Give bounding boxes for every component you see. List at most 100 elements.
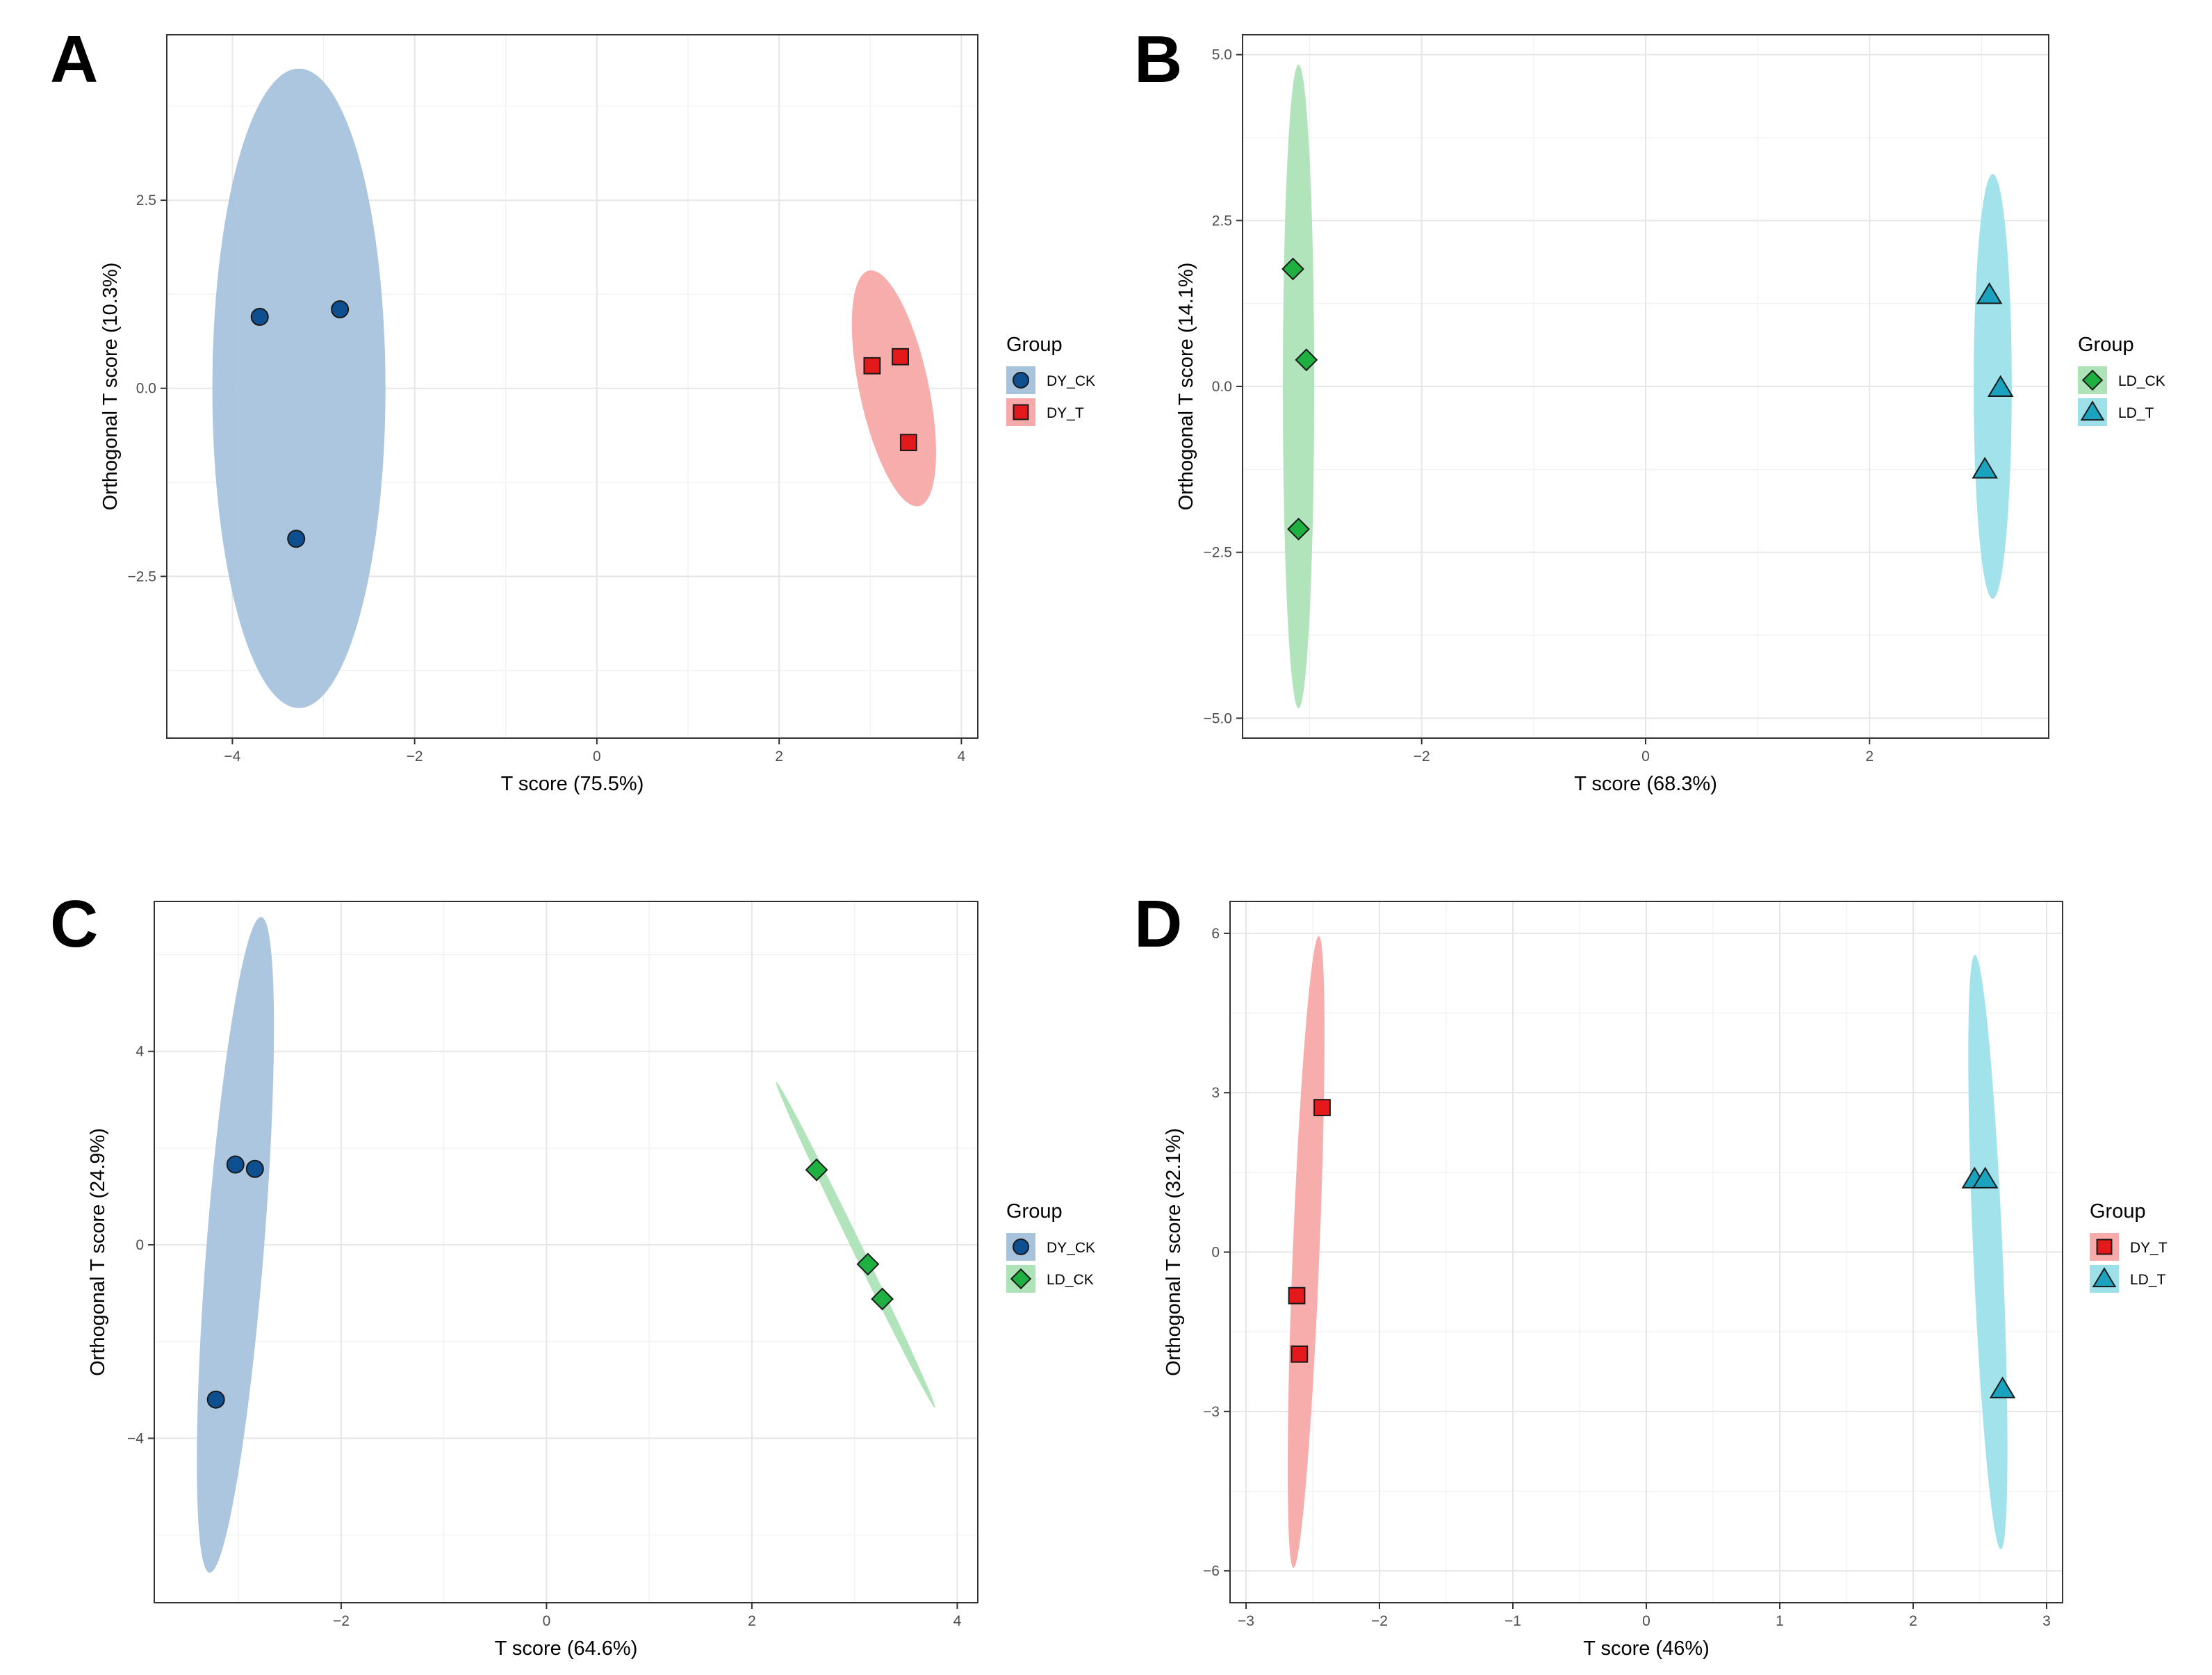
plot-border [154,901,978,1603]
y-tick-label: 0.0 [1212,379,1232,395]
data-point-dy-t [1313,1099,1331,1116]
data-point-dy-ck [250,307,269,326]
x-tick-label: −2 [1371,1613,1388,1629]
x-axis-title: T score (75.5%) [501,773,644,795]
data-point-ld-ck [856,1252,880,1276]
confidence-ellipse-dy-ck [197,917,275,1573]
y-tick-label: 0 [1211,1245,1220,1261]
data-point-ld-t [1976,282,2003,304]
x-tick-label: 2 [1909,1613,1917,1629]
y-tick-label: 5.0 [1212,47,1232,63]
data-point-ld-ck [1281,257,1304,281]
legend-label: DY_CK [1047,373,1095,389]
legend-title: Group [1006,334,1063,356]
data-point-dy-ck [245,1159,264,1178]
x-tick-label: 1 [1776,1613,1784,1629]
y-tick-label: −2.5 [1204,545,1232,561]
data-point-ld-t [1972,1166,1999,1188]
legend-marker-dy-ck [1013,1239,1029,1255]
panel-letter-b: B [1134,22,1182,97]
data-point-ld-ck [1287,517,1310,541]
y-tick-label: 0 [136,1237,144,1253]
confidence-ellipse-ld-t [1968,954,2008,1550]
legend-label: DY_T [2130,1240,2168,1256]
panel-letter-a: A [50,22,98,97]
x-tick-label: 4 [958,749,966,765]
confidence-ellipse-dy-t [1287,936,1325,1568]
legend-marker-ld-ck [2081,369,2104,391]
legend-marker-ld-t [2092,1267,2117,1288]
legend: Group DY_CK DY_T [1006,334,1095,426]
legend-marker-dy-ck [1013,372,1029,389]
legend-label: DY_CK [1047,1240,1095,1256]
x-tick-label: −2 [333,1613,350,1629]
x-tick-label: 0 [593,749,601,765]
y-axis-title: Orthogonal T score (14.1%) [1175,263,1197,511]
panel-letter-d: D [1134,887,1182,961]
plot-area [154,901,978,1603]
confidence-ellipse-dy-ck [212,68,386,708]
x-axis-title: T score (46%) [1583,1637,1710,1660]
legend: Group LD_CK LD_T [2078,334,2165,426]
y-tick-label: −5.0 [1204,710,1232,726]
data-point-dy-ck [287,530,306,548]
y-tick-label: 3 [1211,1085,1220,1101]
legend-label: DY_T [1047,405,1084,421]
y-axis-title: Orthogonal T score (32.1%) [1163,1128,1185,1376]
data-point-ld-t [1989,1376,2016,1398]
legend-marker-dy-t [1013,404,1029,420]
panel-b-chart: −2 0 2 −5.0 −2.5 0.0 2.5 5.0 T score (68.3%) Orth… [1175,34,2165,795]
x-axis-title: T score (68.3%) [1574,773,1717,795]
y-tick-label: 0.0 [136,381,156,397]
x-axis-title: T score (64.6%) [495,1637,638,1660]
x-tick-label: 2 [775,749,783,765]
y-tick-label: 2.5 [136,193,156,209]
y-tick-label: −4 [127,1430,144,1446]
x-tick-label: 2 [1865,749,1874,765]
x-tick-label: 3 [2042,1613,2051,1629]
panel-c-chart: −2 0 2 4 −4 0 4 T score (64.6%) Orthogonal T sco… [87,901,1095,1660]
x-tick-label: −2 [407,749,423,765]
legend-label: LD_T [2130,1272,2166,1288]
data-point-dy-t [1291,1345,1309,1363]
y-tick-label: −3 [1203,1404,1220,1420]
y-tick-label: 4 [136,1044,144,1060]
data-point-ld-t [1987,375,2014,398]
panel-d-chart: −3 −2 −1 0 1 2 3 −6 −3 0 3 6 T score (46%) Orthogonal… [1163,901,2168,1660]
data-point-dy-t [863,357,881,375]
x-tick-label: −2 [1414,749,1430,765]
legend-title: Group [2090,1200,2146,1223]
legend-marker-ld-t [2080,400,2105,421]
x-tick-label: 0 [543,1613,551,1629]
data-point-dy-ck [206,1390,225,1409]
x-tick-label: 2 [748,1613,756,1629]
legend-marker-ld-ck [1010,1268,1032,1290]
data-point-ld-t [1972,457,1998,479]
y-tick-label: −2.5 [128,569,156,585]
legend-title: Group [2078,334,2134,356]
legend-label: LD_CK [1047,1272,1094,1288]
legend-marker-dy-t [2096,1239,2113,1255]
x-tick-label: −1 [1505,1613,1521,1629]
confidence-ellipse-ld-ck [1283,64,1315,709]
panel-letter-c: C [50,887,98,961]
legend-label: LD_T [2118,405,2154,421]
data-point-dy-ck [226,1155,245,1174]
confidence-ellipse-ld-t [1974,174,2012,599]
panel-a-chart: −4 −2 0 2 4 −2.5 0.0 2.5 T score (75.5%) Orthogon… [99,34,1095,795]
y-tick-label: 2.5 [1212,213,1232,229]
x-tick-label: −4 [224,749,240,765]
x-tick-label: −3 [1238,1613,1254,1629]
data-point-dy-t [899,434,917,452]
x-tick-label: 0 [1642,1613,1650,1629]
y-axis-title: Orthogonal T score (10.3%) [99,263,122,511]
legend-label: LD_CK [2118,373,2165,389]
x-tick-label: 0 [1641,749,1650,765]
data-point-dy-t [1288,1286,1306,1305]
data-point-ld-ck [871,1287,894,1311]
x-tick-label: 4 [953,1613,962,1629]
y-tick-label: −6 [1203,1563,1220,1579]
legend: Group DY_T LD_T [2090,1200,2168,1293]
plot-border [166,34,978,739]
